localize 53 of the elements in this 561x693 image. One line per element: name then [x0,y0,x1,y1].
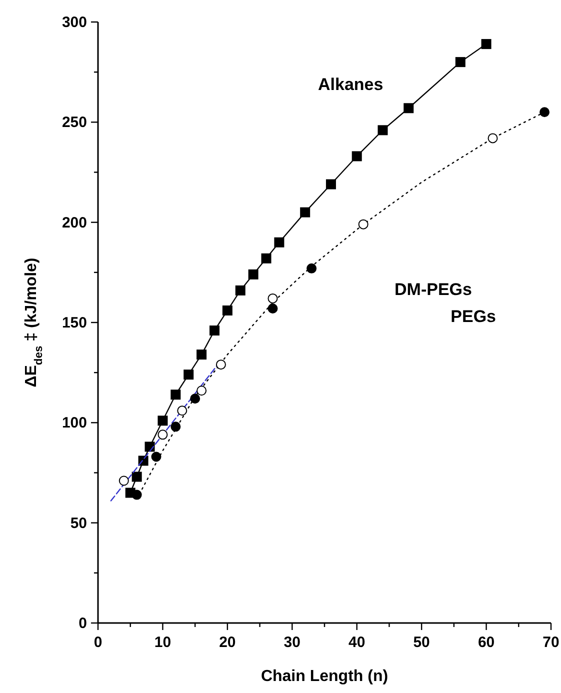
point [378,125,388,136]
point [455,57,466,68]
point [209,326,220,336]
point [158,430,168,440]
y-tick-label: 150 [62,314,87,332]
point [216,360,226,370]
annotation: DM-PEGs [394,280,472,299]
point [358,219,368,230]
point [540,107,550,118]
x-axis-title: Chain Length (n) [260,668,388,685]
x-tick-label: 70 [542,634,560,651]
y-tick-label: 300 [62,14,87,31]
y-tick-label: 0 [78,615,87,632]
point [170,422,181,432]
y-tick-label: 200 [62,214,87,232]
y-tick-label: 100 [62,414,87,432]
point [196,386,207,396]
point [300,207,310,218]
point [118,476,129,486]
point [274,237,284,248]
point [404,103,414,114]
point [481,39,492,50]
x-tick-label: 0 [94,634,102,651]
y-tick-label: 250 [62,114,87,132]
point [170,390,181,400]
y-tick-label: 50 [70,514,87,532]
point [177,406,188,416]
point [196,350,207,360]
x-tick-label: 30 [284,634,300,651]
point [132,490,142,500]
x-tick-label: 50 [413,634,430,651]
point [222,305,232,316]
point [352,151,362,162]
annotation: PEGs [450,307,496,326]
x-tick-label: 60 [478,634,495,651]
point [306,263,317,274]
point [158,416,168,426]
point [184,370,194,380]
point [268,303,278,314]
x-tick-label: 40 [348,634,366,651]
point [235,285,246,296]
x-tick-label: 20 [219,634,236,651]
annotation: Alkanes [318,75,384,94]
point [190,394,200,404]
point [488,133,498,144]
point [144,442,155,452]
point [151,452,162,462]
point [326,179,336,190]
point [248,269,258,280]
x-tick-label: 10 [154,634,172,651]
point [268,293,278,304]
point [132,472,142,482]
point [261,253,272,264]
